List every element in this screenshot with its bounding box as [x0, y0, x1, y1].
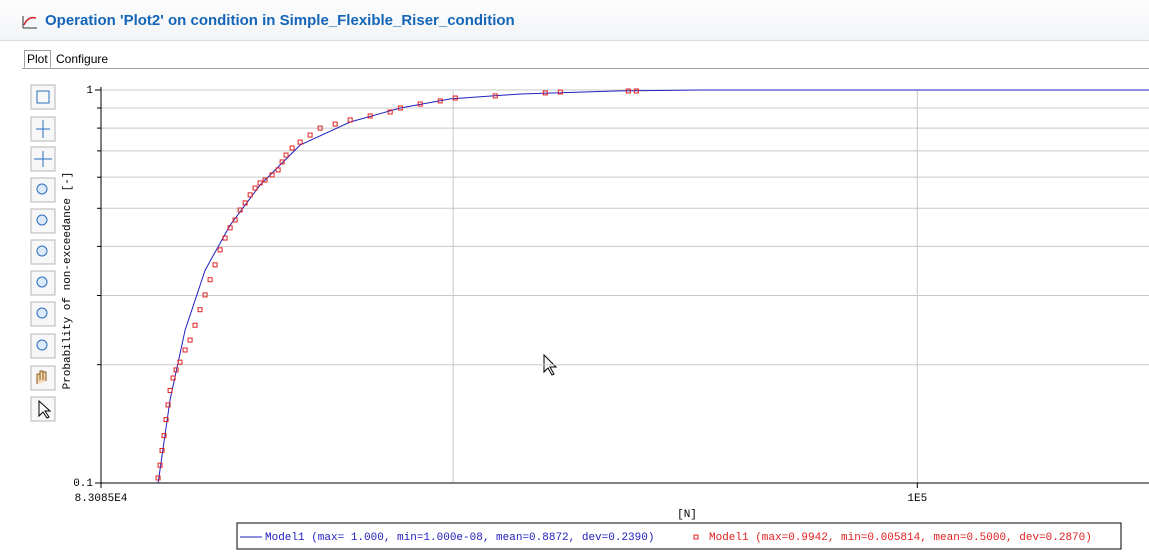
data-point: [283, 152, 289, 158]
data-point: [252, 185, 258, 191]
data-point: [197, 307, 203, 313]
data-point: [187, 337, 193, 343]
data-point: [367, 113, 373, 119]
data-point: [173, 367, 179, 373]
y-tick-label: 0.1: [73, 478, 93, 490]
data-point: [492, 93, 498, 99]
x-axis-label: [N]: [677, 509, 697, 521]
editor-title: Operation 'Plot2' on condition in Simple…: [45, 12, 515, 29]
data-point: [237, 207, 243, 213]
data-point: [232, 217, 238, 223]
data-point: [257, 180, 263, 186]
legend-label: Model1 (max= 1.000, min=1.000e-08, mean=…: [265, 532, 654, 544]
data-point: [242, 200, 248, 206]
data-point: [163, 417, 169, 423]
tab-bar: Plot Configure: [22, 48, 1149, 69]
data-point: [332, 121, 338, 127]
model-line: [157, 89, 1149, 484]
data-point: [222, 235, 228, 241]
data-point: [161, 433, 167, 439]
data-point: [387, 109, 393, 115]
data-point: [279, 159, 285, 165]
data-point: [167, 387, 173, 393]
data-point: [633, 88, 639, 94]
data-point: [170, 375, 176, 381]
data-point: [202, 292, 208, 298]
zoom-fit-button[interactable]: [30, 84, 56, 110]
data-point: [347, 117, 353, 123]
data-point: [297, 139, 303, 145]
data-point: [165, 402, 171, 408]
data-point: [417, 101, 423, 107]
legend-swatch: [693, 534, 699, 540]
data-point: [437, 98, 443, 104]
data-point: [207, 277, 213, 283]
tab[interactable]: Configure: [56, 52, 109, 66]
data-point: [227, 225, 233, 231]
data-point: [275, 167, 281, 173]
data-point: [289, 145, 295, 151]
data-point: [269, 172, 275, 178]
data-point: [542, 90, 548, 96]
toolbar: [30, 84, 56, 422]
y-tick-label: 1: [86, 85, 93, 97]
x-tick-label: 8.3085E4: [75, 493, 128, 505]
data-point: [397, 105, 403, 111]
legend: [236, 522, 1122, 550]
header-icon: [22, 16, 37, 29]
data-point: [247, 192, 253, 198]
data-point: [307, 132, 313, 138]
data-point: [182, 347, 188, 353]
legend-label: Model1 (max=0.9942, min=0.005814, mean=0…: [709, 532, 1092, 544]
data-point: [557, 89, 563, 95]
editor-header: Operation 'Plot2' on condition in Simple…: [0, 0, 1149, 41]
data-point: [192, 322, 198, 328]
data-point: [157, 462, 163, 468]
data-point: [217, 247, 223, 253]
x-tick-label: 1E5: [907, 493, 927, 505]
data-point: [177, 359, 183, 365]
data-point: [212, 262, 218, 268]
tab[interactable]: Plot: [24, 50, 51, 68]
data-point: [452, 95, 458, 101]
data-point: [625, 88, 631, 94]
y-axis-label: Probability of non-exceedance [-]: [62, 172, 74, 390]
data-point: [262, 177, 268, 183]
data-point: [159, 447, 165, 453]
data-point: [155, 475, 161, 481]
data-point: [317, 125, 323, 131]
